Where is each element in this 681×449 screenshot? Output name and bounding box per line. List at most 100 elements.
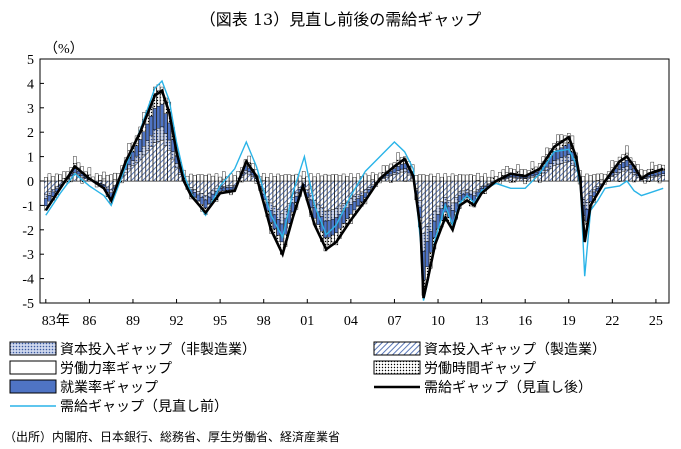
- bar-labor-force-rate: [610, 160, 615, 168]
- bar-labor-force-rate: [98, 175, 103, 181]
- bar-employment-rate: [138, 139, 142, 152]
- y-tick-label: 1: [27, 151, 34, 166]
- bar-capital-manufacturing: [389, 175, 393, 182]
- bar-capital-nonmanufacturing: [160, 126, 164, 141]
- bar-employment-rate: [657, 171, 662, 175]
- bar-capital-manufacturing: [567, 161, 571, 182]
- bar-hours: [327, 237, 331, 246]
- bar-capital-manufacturing: [320, 180, 324, 208]
- bar-capital-manufacturing: [563, 162, 567, 182]
- bar-capital-manufacturing: [276, 180, 280, 211]
- bar-capital-nonmanufacturing: [432, 210, 437, 222]
- bar-capital-nonmanufacturing: [407, 172, 411, 176]
- bar-capital-nonmanufacturing: [392, 172, 397, 175]
- bar-labor-force-rate: [265, 177, 270, 182]
- x-tick-label: 92: [170, 314, 184, 329]
- bar-capital-manufacturing: [570, 165, 575, 182]
- bar-capital-manufacturing: [432, 180, 437, 212]
- bar-capital-manufacturing: [229, 180, 233, 186]
- bar-labor-force-rate: [381, 165, 386, 173]
- bar-capital-nonmanufacturing: [192, 189, 197, 193]
- bar-labor-force-rate: [323, 173, 328, 182]
- bar-hours: [646, 180, 651, 182]
- bar-employment-rate: [432, 220, 437, 239]
- bar-labor-force-rate: [261, 173, 266, 181]
- legend-swatch: [9, 341, 57, 356]
- bar-capital-manufacturing: [367, 180, 371, 188]
- bar-capital-manufacturing: [105, 180, 110, 188]
- bar-capital-manufacturing: [360, 180, 364, 193]
- bar-capital-manufacturing: [298, 180, 302, 188]
- bar-employment-rate: [47, 195, 52, 202]
- bar-hours: [102, 178, 106, 182]
- bar-labor-force-rate: [588, 175, 593, 182]
- bar-hours: [657, 180, 662, 184]
- bar-capital-manufacturing: [192, 180, 197, 190]
- bar-capital-nonmanufacturing: [548, 163, 553, 169]
- bar-capital-nonmanufacturing: [389, 173, 393, 176]
- bar-hours: [632, 180, 636, 183]
- bar-capital-manufacturing: [421, 180, 426, 234]
- bar-capital-nonmanufacturing: [349, 198, 353, 205]
- bar-capital-manufacturing: [272, 180, 277, 207]
- bar-capital-manufacturing: [527, 177, 531, 182]
- bar-capital-manufacturing: [523, 178, 527, 182]
- bar-employment-rate: [588, 195, 593, 202]
- bar-capital-manufacturing: [58, 180, 63, 185]
- bar-capital-nonmanufacturing: [447, 200, 451, 207]
- bar-capital-manufacturing: [338, 180, 342, 207]
- bar-labor-force-rate: [352, 177, 357, 182]
- bar-capital-manufacturing: [650, 176, 655, 182]
- legend-item: 需給ギャップ（見直し前）: [10, 398, 228, 415]
- bar-capital-nonmanufacturing: [338, 205, 342, 215]
- bar-capital-manufacturing: [625, 169, 629, 182]
- bar-capital-manufacturing: [189, 180, 193, 188]
- bar-labor-force-rate: [396, 152, 400, 161]
- bar-employment-rate: [396, 166, 400, 171]
- bar-hours: [276, 235, 280, 242]
- bar-labor-force-rate: [196, 174, 201, 182]
- y-tick-label: -2: [22, 224, 34, 239]
- bar-capital-nonmanufacturing: [330, 209, 335, 220]
- chart-title: （図表 13）見直し前後の需給ギャップ: [199, 10, 482, 29]
- bar-capital-nonmanufacturing: [163, 133, 168, 146]
- bar-capital-nonmanufacturing: [476, 189, 480, 193]
- bar-capital-manufacturing: [610, 176, 615, 182]
- bar-capital-manufacturing: [392, 174, 397, 182]
- bar-capital-nonmanufacturing: [247, 171, 251, 175]
- bar-labor-force-rate: [203, 175, 208, 182]
- bar-employment-rate: [429, 231, 433, 253]
- bar-labor-force-rate: [312, 176, 317, 182]
- bar-labor-force-rate: [301, 171, 306, 179]
- bar-capital-nonmanufacturing: [225, 185, 230, 188]
- bar-hours: [330, 234, 335, 243]
- bar-capital-manufacturing: [345, 180, 349, 202]
- bar-capital-nonmanufacturing: [454, 197, 458, 204]
- bar-capital-manufacturing: [370, 180, 375, 186]
- bar-labor-force-rate: [476, 172, 480, 181]
- bar-labor-force-rate: [54, 173, 59, 182]
- bar-capital-nonmanufacturing: [138, 151, 142, 160]
- bar-labor-force-rate: [58, 174, 63, 181]
- bar-employment-rate: [425, 241, 429, 267]
- y-tick-label: 5: [27, 53, 34, 68]
- bar-capital-manufacturing: [585, 180, 589, 203]
- bar-capital-nonmanufacturing: [320, 207, 324, 217]
- bar-capital-manufacturing: [450, 180, 455, 204]
- bar-capital-nonmanufacturing: [251, 174, 255, 177]
- x-tick-label: 04: [344, 314, 358, 329]
- bar-capital-nonmanufacturing: [174, 163, 179, 169]
- bar-labor-force-rate: [200, 174, 204, 182]
- bar-capital-manufacturing: [519, 178, 524, 182]
- bar-labor-force-rate: [327, 174, 331, 182]
- legend-label: 資本投入ギャップ（製造業）: [424, 342, 606, 358]
- bar-capital-manufacturing: [596, 180, 600, 187]
- bar-employment-rate: [229, 187, 233, 191]
- bar-employment-rate: [356, 198, 360, 207]
- bar-capital-nonmanufacturing: [468, 190, 473, 195]
- bar-capital-manufacturing: [657, 175, 662, 182]
- legend-label: 労働力率ギャップ: [60, 360, 172, 377]
- bar-hours: [120, 180, 124, 184]
- bar-capital-nonmanufacturing: [610, 174, 615, 177]
- bar-labor-force-rate: [465, 174, 469, 182]
